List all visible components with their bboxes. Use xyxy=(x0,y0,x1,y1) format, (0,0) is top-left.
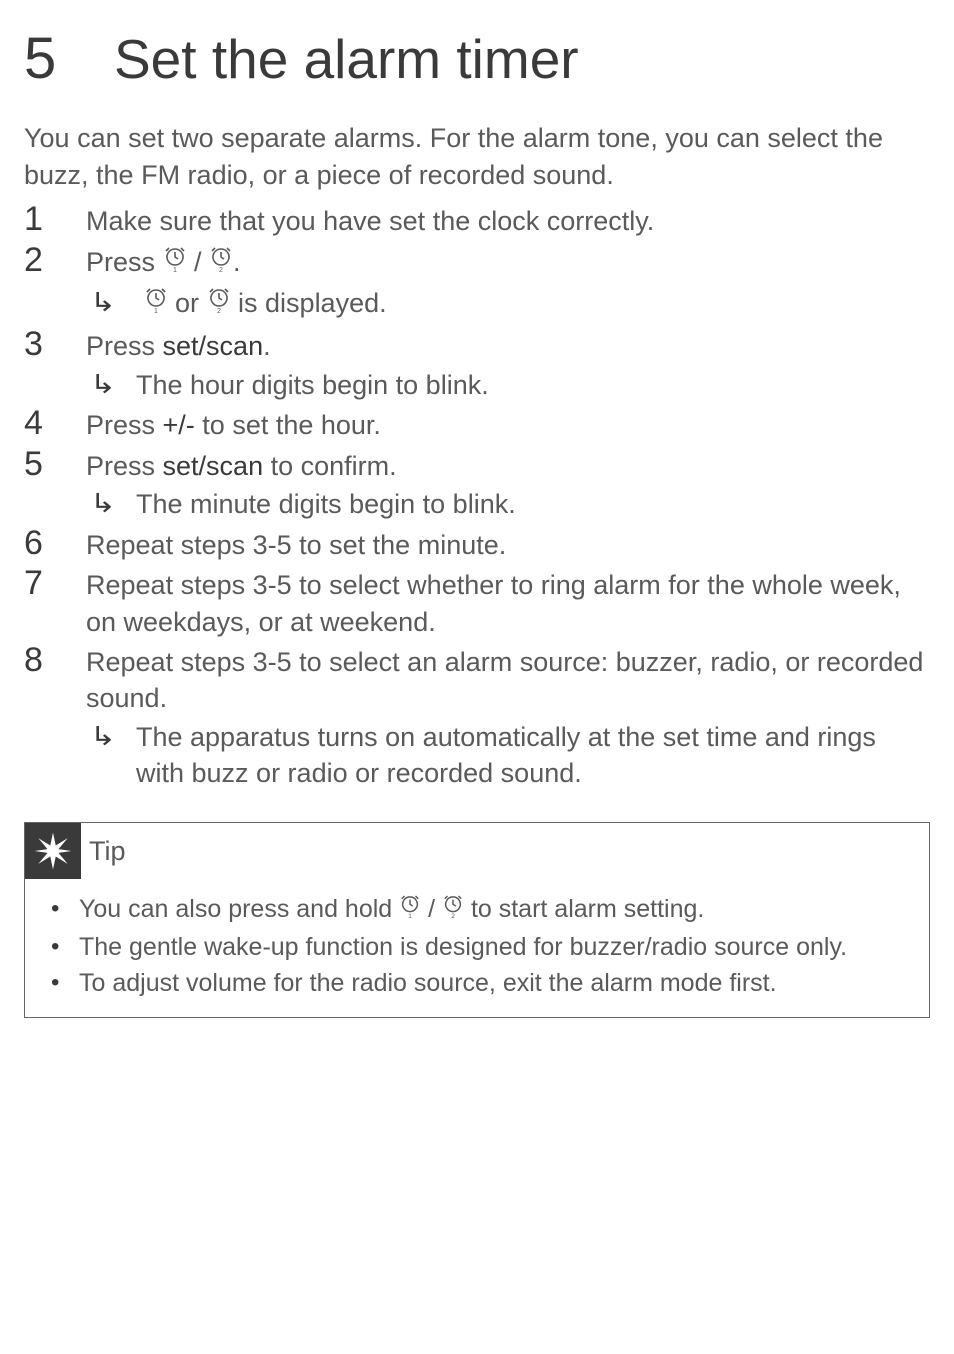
chapter-number: 5 xyxy=(24,20,114,98)
chapter-title: Set the alarm timer xyxy=(114,28,579,90)
step-sub-text: The minute digits begin to blink. xyxy=(136,489,516,519)
tip-label: Tip xyxy=(89,833,126,869)
step-sub-text: is displayed. xyxy=(231,288,387,318)
tip-text-pre: You can also press and hold xyxy=(79,895,399,923)
tip-text: To adjust volume for the radio source, e… xyxy=(79,969,777,997)
step-6: Repeat steps 3-5 to set the minute. xyxy=(24,527,930,563)
tip-text: The gentle wake-up function is designed … xyxy=(79,933,847,961)
step-text: Repeat steps 3-5 to select whether to ri… xyxy=(86,570,901,636)
alarm1-icon xyxy=(399,894,421,930)
step-sub-text: The hour digits begin to blink. xyxy=(136,370,489,400)
step-text-pre: Press xyxy=(86,247,163,277)
step-5: Press set/scan to confirm. The minute di… xyxy=(24,448,930,523)
steps-list: Make sure that you have set the clock co… xyxy=(24,203,930,792)
alarm2-icon xyxy=(442,894,464,930)
step-text-post: . xyxy=(233,247,241,277)
step-3: Press set/scan. The hour digits begin to… xyxy=(24,328,930,403)
button-label: set/scan xyxy=(163,451,264,481)
tip-text-post: to start alarm setting. xyxy=(464,895,704,923)
tip-item: You can also press and hold / to start a… xyxy=(39,893,915,930)
alarm1-icon xyxy=(144,287,168,324)
tip-body: You can also press and hold / to start a… xyxy=(25,879,929,1017)
step-text-post: to set the hour. xyxy=(195,410,381,440)
button-label: +/- xyxy=(163,410,195,440)
alarm2-icon xyxy=(207,287,231,324)
alarm2-icon xyxy=(209,246,233,283)
tip-item: To adjust volume for the radio source, e… xyxy=(39,967,915,1001)
step-4: Press +/- to set the hour. xyxy=(24,407,930,443)
step-text: Repeat steps 3-5 to set the minute. xyxy=(86,530,506,560)
step-text-pre: Press xyxy=(86,331,163,361)
step-text: Make sure that you have set the clock co… xyxy=(86,206,654,236)
step-text-post: to confirm. xyxy=(263,451,397,481)
step-2: Press / . or is displayed. xyxy=(24,244,930,325)
step-1: Make sure that you have set the clock co… xyxy=(24,203,930,239)
step-result: The hour digits begin to blink. xyxy=(86,367,930,403)
step-result: The minute digits begin to blink. xyxy=(86,486,930,522)
button-label: set/scan xyxy=(163,331,264,361)
step-sub-text: The apparatus turns on automatically at … xyxy=(136,722,876,788)
step-text-pre: Press xyxy=(86,451,163,481)
alarm1-icon xyxy=(163,246,187,283)
tip-box: Tip You can also press and hold / to sta… xyxy=(24,822,930,1018)
step-7: Repeat steps 3-5 to select whether to ri… xyxy=(24,567,930,640)
step-text-post: . xyxy=(263,331,271,361)
step-8: Repeat steps 3-5 to select an alarm sour… xyxy=(24,644,930,792)
step-result: The apparatus turns on automatically at … xyxy=(86,719,930,792)
step-text: Repeat steps 3-5 to select an alarm sour… xyxy=(86,647,923,713)
asterisk-icon xyxy=(25,823,81,879)
intro-paragraph: You can set two separate alarms. For the… xyxy=(24,120,930,193)
tip-item: The gentle wake-up function is designed … xyxy=(39,931,915,965)
step-result: or is displayed. xyxy=(86,285,930,324)
page-title: 5Set the alarm timer xyxy=(24,20,930,98)
step-text-pre: Press xyxy=(86,410,163,440)
tip-header: Tip xyxy=(25,823,929,879)
